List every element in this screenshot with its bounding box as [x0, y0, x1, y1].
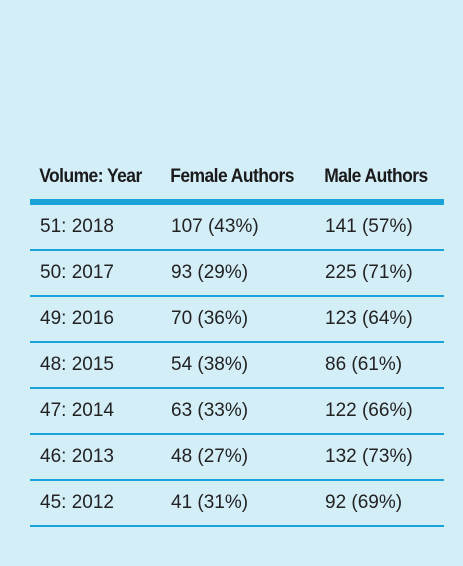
- table-row: 47: 2014 63 (33%) 122 (66%): [30, 389, 444, 435]
- cell-female-authors: 70 (36%): [171, 308, 249, 329]
- cell-volume-year: 50: 2017: [40, 262, 114, 283]
- cell-volume-year: 46: 2013: [40, 446, 114, 467]
- cell-volume-year: 47: 2014: [40, 400, 114, 421]
- cell-male-authors: 122 (66%): [325, 400, 413, 421]
- cell-volume-year: 48: 2015: [40, 354, 114, 375]
- cell-male-authors: 86 (61%): [325, 354, 403, 375]
- header-female-authors: Female Authors: [170, 166, 294, 187]
- cell-male-authors: 92 (69%): [325, 492, 403, 513]
- cell-volume-year: 49: 2016: [40, 308, 114, 329]
- cell-male-authors: 132 (73%): [325, 446, 413, 467]
- cell-male-authors: 141 (57%): [325, 216, 413, 237]
- authors-table: Volume: Year Female Authors Male Authors…: [30, 155, 444, 527]
- table-row: 46: 2013 48 (27%) 132 (73%): [30, 435, 444, 481]
- cell-female-authors: 107 (43%): [171, 216, 259, 237]
- cell-female-authors: 54 (38%): [171, 354, 249, 375]
- table-header-row: Volume: Year Female Authors Male Authors: [30, 155, 444, 205]
- cell-female-authors: 63 (33%): [171, 400, 249, 421]
- cell-female-authors: 41 (31%): [171, 492, 249, 513]
- cell-female-authors: 48 (27%): [171, 446, 249, 467]
- cell-male-authors: 123 (64%): [325, 308, 413, 329]
- cell-volume-year: 45: 2012: [40, 492, 114, 513]
- table-row: 51: 2018 107 (43%) 141 (57%): [30, 205, 444, 251]
- cell-female-authors: 93 (29%): [171, 262, 249, 283]
- header-male-authors: Male Authors: [324, 166, 428, 187]
- header-volume-year: Volume: Year: [39, 166, 142, 187]
- cell-volume-year: 51: 2018: [40, 216, 114, 237]
- table-row: 45: 2012 41 (31%) 92 (69%): [30, 481, 444, 527]
- cell-male-authors: 225 (71%): [325, 262, 413, 283]
- table-row: 49: 2016 70 (36%) 123 (64%): [30, 297, 444, 343]
- table-row: 50: 2017 93 (29%) 225 (71%): [30, 251, 444, 297]
- table-row: 48: 2015 54 (38%) 86 (61%): [30, 343, 444, 389]
